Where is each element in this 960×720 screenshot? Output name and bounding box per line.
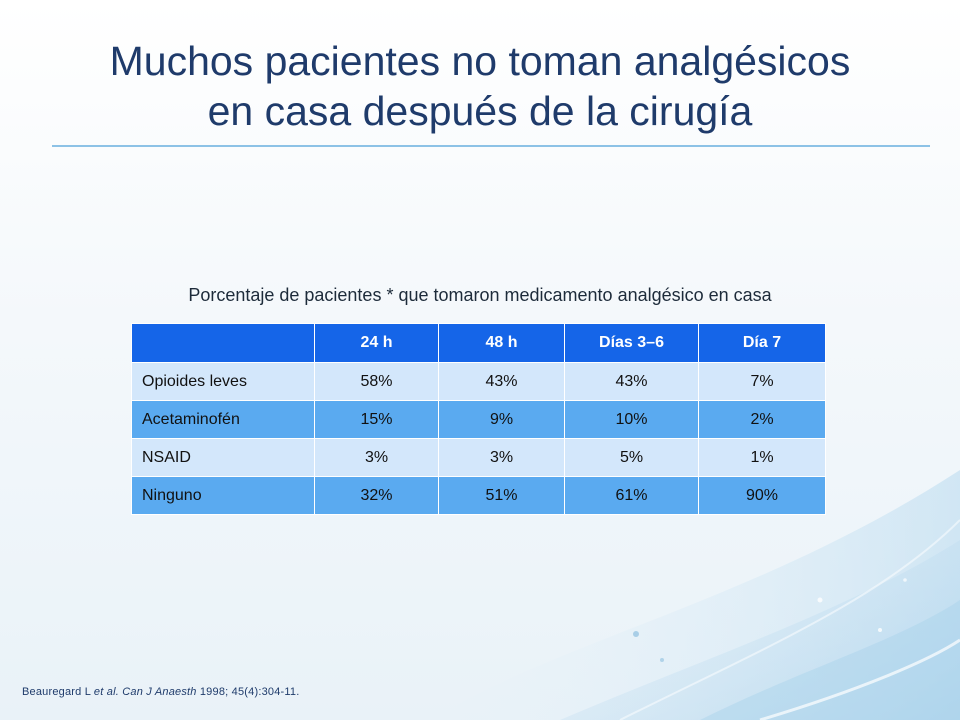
citation-et-al: et al. (93, 686, 119, 698)
table-header-row: 24 h 48 h Días 3–6 Día 7 (131, 323, 826, 363)
citation-authors: Beauregard L (22, 686, 94, 698)
title-divider (52, 145, 930, 147)
table-cell: 51% (438, 476, 565, 515)
row-label: NSAID (131, 438, 315, 477)
table-cell: 5% (564, 438, 699, 477)
table-cell: 1% (698, 438, 826, 477)
table-cell: 32% (314, 476, 439, 515)
table-cell: 43% (438, 362, 565, 401)
table-cell: 58% (314, 362, 439, 401)
header-cell-days-3-6: Días 3–6 (564, 323, 699, 363)
header-cell-day-7: Día 7 (698, 323, 826, 363)
analgesic-usage-table: 24 h 48 h Días 3–6 Día 7 Opioides leves … (131, 323, 826, 515)
slide-title-line1: Muchos pacientes no toman analgésicos (109, 38, 851, 84)
citation-details: 1998; 45(4):304-11. (196, 686, 300, 698)
slide-title-line2: en casa después de la cirugía (207, 88, 753, 134)
row-label: Ninguno (131, 476, 315, 515)
table-cell: 10% (564, 400, 699, 439)
table-row: NSAID 3% 3% 5% 1% (131, 438, 826, 477)
citation-journal: Can J Anaesth (122, 686, 197, 698)
table-cell: 61% (564, 476, 699, 515)
table-row: Ninguno 32% 51% 61% 90% (131, 476, 826, 515)
header-cell-24h: 24 h (314, 323, 439, 363)
table-cell: 15% (314, 400, 439, 439)
header-cell-empty (131, 323, 315, 363)
row-label: Acetaminofén (131, 400, 315, 439)
table-cell: 3% (438, 438, 565, 477)
table-caption: Porcentaje de pacientes * que tomaron me… (188, 285, 772, 305)
row-label: Opioides leves (131, 362, 315, 401)
table-cell: 2% (698, 400, 826, 439)
table-cell: 7% (698, 362, 826, 401)
table-cell: 3% (314, 438, 439, 477)
slide-title: Muchos pacientes no toman analgésicos en… (40, 36, 920, 136)
citation: Beauregard L et al. Can J Anaesth 1998; … (22, 686, 299, 698)
table-cell: 43% (564, 362, 699, 401)
table-row: Opioides leves 58% 43% 43% 7% (131, 362, 826, 401)
table-cell: 90% (698, 476, 826, 515)
table-cell: 9% (438, 400, 565, 439)
header-cell-48h: 48 h (438, 323, 565, 363)
table-row: Acetaminofén 15% 9% 10% 2% (131, 400, 826, 439)
